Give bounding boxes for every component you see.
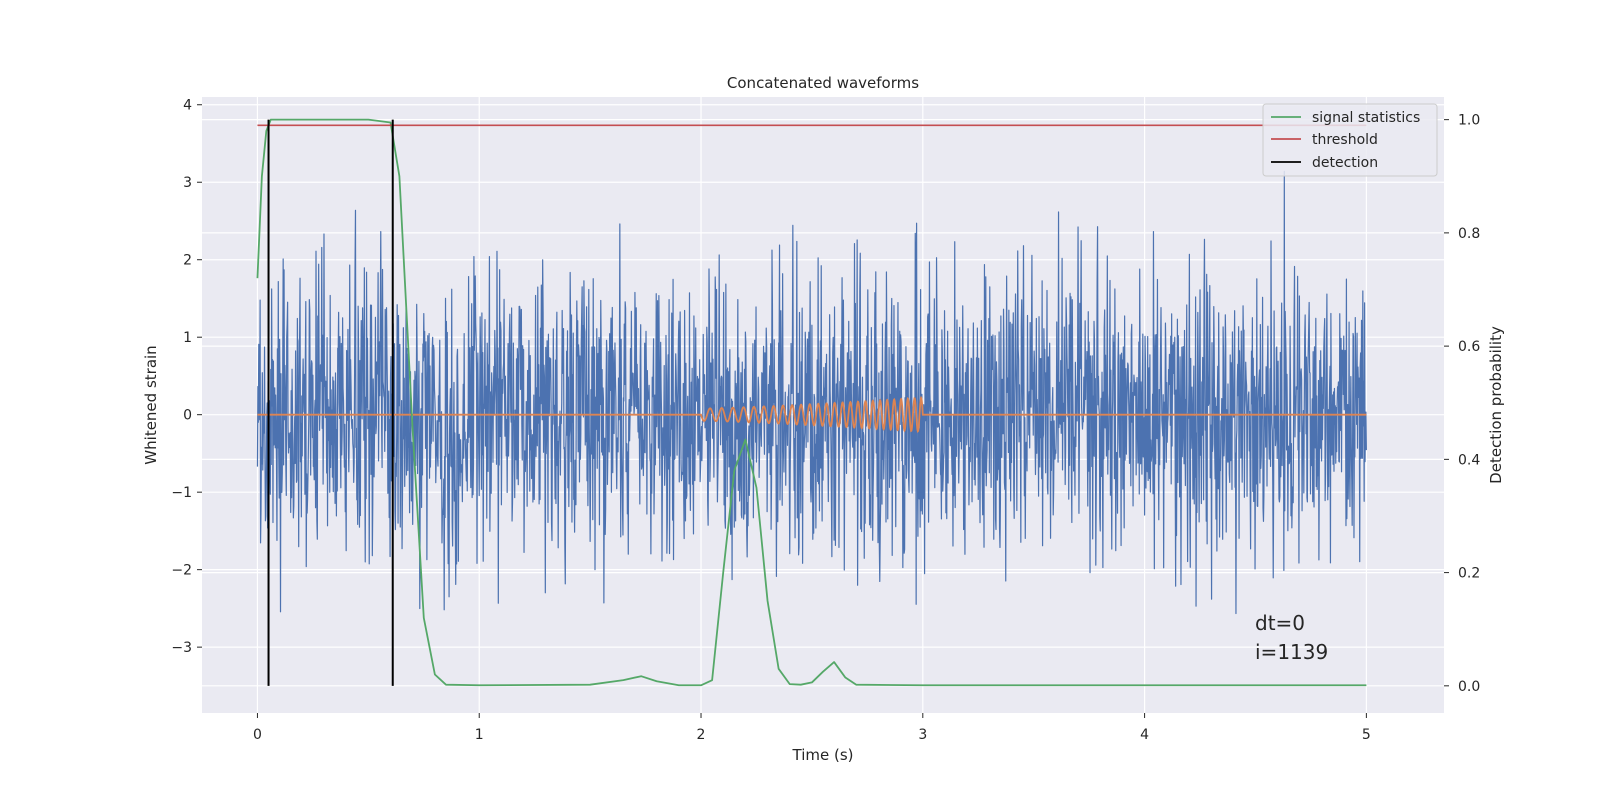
y-right-tick-label: 0.0 [1458, 679, 1480, 695]
legend-label-signal-statistics: signal statistics [1312, 110, 1420, 126]
y-right-axis-label: Detection probability [1487, 326, 1505, 484]
legend-label-threshold: threshold [1312, 132, 1378, 148]
x-tick-label: 3 [918, 727, 927, 743]
y-left-axis-label: Whitened strain [142, 345, 160, 464]
y-right-tick-label: 0.2 [1458, 566, 1480, 582]
x-tick-label: 4 [1140, 727, 1149, 743]
signal-statistics-series [256, 118, 1367, 687]
y-left-tick-label: 1 [183, 330, 192, 346]
y-right-tick-label: 0.8 [1458, 226, 1480, 242]
noise-series [256, 170, 1367, 615]
x-axis-ticks: 0 1 2 3 4 5 [253, 713, 1371, 743]
detection-series [267, 119, 394, 686]
y-right-tick-label: 0.4 [1458, 452, 1480, 468]
x-tick-label: 0 [253, 727, 262, 743]
y-left-tick-label: 4 [183, 98, 192, 114]
y-left-tick-label: −3 [171, 640, 192, 656]
chart-title: Concatenated waveforms [727, 74, 919, 92]
y-right-tick-label: 1.0 [1458, 113, 1480, 129]
chirp-series [257, 395, 1367, 434]
x-tick-label: 5 [1362, 727, 1371, 743]
annotation-block: dt=0 i=1139 [1255, 611, 1328, 664]
chirp-line [257, 395, 1367, 434]
x-tick-label: 1 [475, 727, 484, 743]
y-left-axis-ticks: −3 −2 −1 0 1 2 3 4 [171, 98, 202, 656]
x-axis-label: Time (s) [792, 746, 854, 764]
y-left-tick-label: 3 [183, 175, 192, 191]
y-right-axis-ticks: 0.0 0.2 0.4 0.6 0.8 1.0 [1444, 113, 1480, 695]
legend-box [1262, 103, 1438, 177]
legend-label-detection: detection [1312, 155, 1378, 171]
noise-line [256, 170, 1367, 615]
y-left-tick-label: 2 [183, 253, 192, 269]
x-tick-label: 2 [697, 727, 706, 743]
legend: signal statistics threshold detection [1262, 103, 1438, 177]
annotation-dt: dt=0 [1255, 611, 1305, 635]
y-left-tick-label: 0 [183, 408, 192, 424]
y-left-tick-label: −2 [171, 563, 192, 579]
annotation-index: i=1139 [1255, 640, 1328, 664]
y-left-tick-label: −1 [171, 485, 192, 501]
signal-statistics-line [256, 118, 1367, 687]
y-right-tick-label: 0.6 [1458, 339, 1480, 355]
